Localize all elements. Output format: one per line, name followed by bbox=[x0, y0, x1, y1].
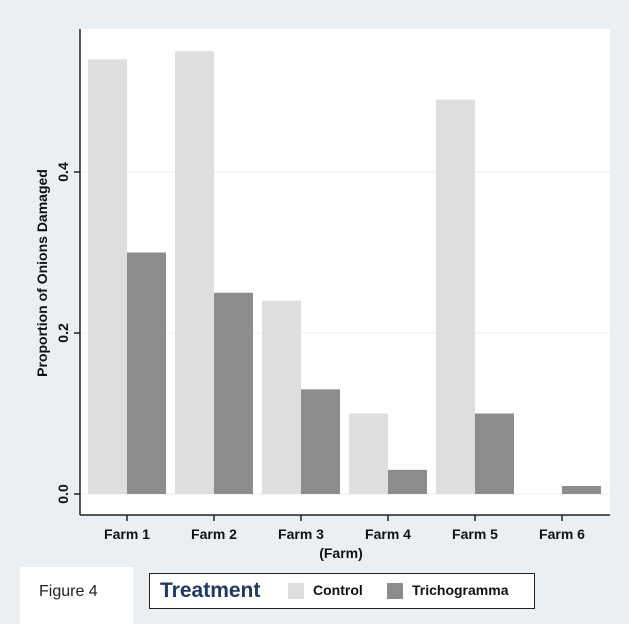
bar-trichogramma-4 bbox=[388, 469, 427, 494]
plot-area bbox=[80, 29, 610, 515]
x-tick-label: Farm 2 bbox=[191, 526, 237, 542]
x-tick-label: Farm 4 bbox=[365, 526, 411, 542]
figure-caption-box: Figure 4 bbox=[20, 567, 133, 624]
x-tick-label: Farm 6 bbox=[539, 526, 585, 542]
bar-trichogramma-3 bbox=[301, 389, 340, 494]
figure-caption: Figure 4 bbox=[39, 583, 98, 600]
legend-title: Treatment bbox=[160, 579, 261, 602]
x-ticks: Farm 1 Farm 2 Farm 3 Farm 4 Farm 5 Farm 6 bbox=[104, 515, 585, 542]
bar-control-5 bbox=[436, 99, 475, 495]
bar-trichogramma-1 bbox=[127, 252, 166, 494]
x-tick-label: Farm 5 bbox=[452, 526, 498, 542]
legend-label-trichogramma: Trichogramma bbox=[412, 582, 509, 598]
bar-control-1 bbox=[88, 59, 127, 495]
bar-trichogramma-2 bbox=[214, 292, 253, 494]
bar-trichogramma-5 bbox=[475, 413, 514, 494]
legend: Treatment Control Trichogramma bbox=[149, 573, 535, 609]
bar-control-2 bbox=[175, 51, 214, 494]
x-tick-label: Farm 1 bbox=[104, 526, 150, 542]
legend-swatch-trichogramma bbox=[387, 583, 403, 599]
legend-swatch-control bbox=[288, 583, 304, 599]
x-tick-label: Farm 3 bbox=[278, 526, 324, 542]
bar-control-4 bbox=[349, 413, 388, 494]
y-tick-label: 0.0 bbox=[55, 484, 71, 504]
y-tick-label: 0.4 bbox=[55, 162, 71, 182]
chart: 0.0 0.2 0.4 Farm 1 Farm 2 Farm 3 Farm 4 Farm 5… bbox=[34, 29, 610, 561]
bar-trichogramma-6 bbox=[562, 485, 601, 494]
y-ticks: 0.0 0.2 0.4 bbox=[55, 162, 80, 504]
legend-label-control: Control bbox=[313, 582, 363, 598]
gridlines bbox=[80, 171, 610, 495]
y-tick-label: 0.2 bbox=[55, 323, 71, 343]
bar-control-3 bbox=[262, 300, 301, 494]
y-axis-title: Proportion of Onions Damaged bbox=[34, 169, 50, 377]
bars bbox=[88, 51, 601, 495]
x-axis-title: (Farm) bbox=[319, 545, 363, 561]
